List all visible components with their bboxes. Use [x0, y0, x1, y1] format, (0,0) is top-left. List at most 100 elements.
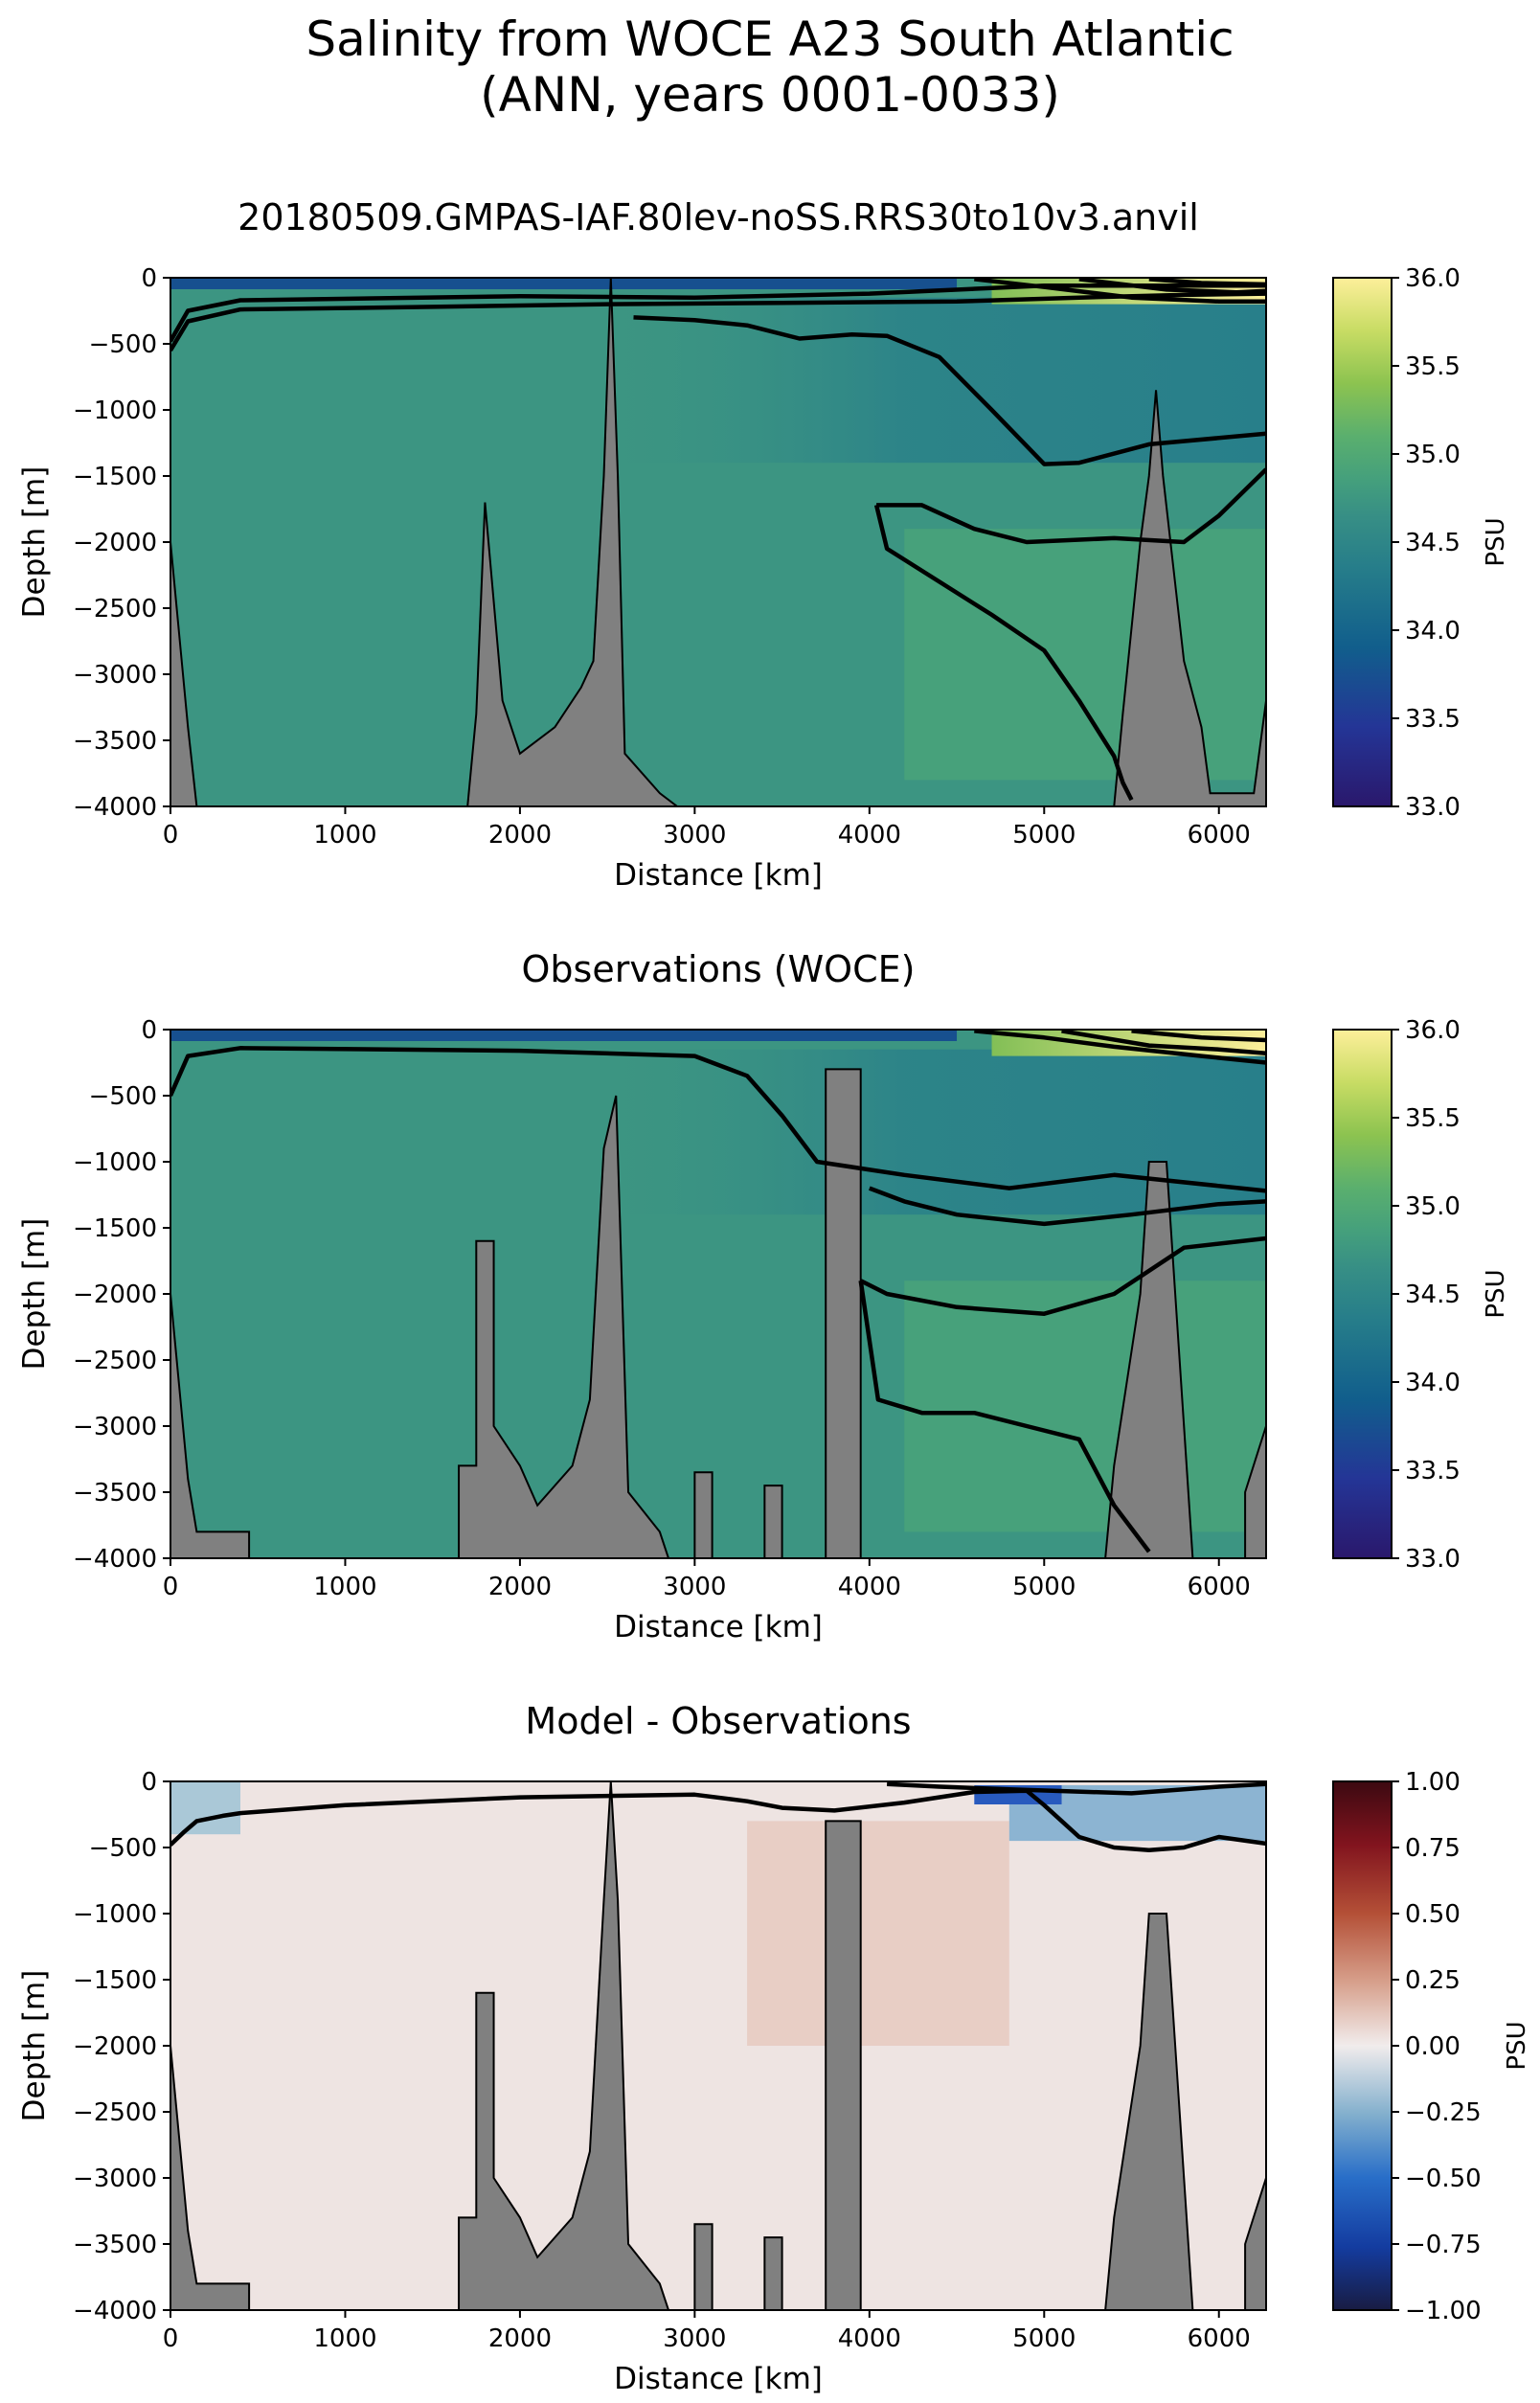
y-tick-label: −1000	[73, 1900, 157, 1929]
x-tick-label: 2000	[488, 821, 552, 850]
bathymetry-land	[170, 1781, 1266, 2310]
contour-line	[170, 1046, 1266, 1193]
contour-line	[873, 504, 1134, 802]
y-tick-label: −3000	[73, 2165, 157, 2193]
contour-line	[858, 1280, 1151, 1553]
salinity-field	[170, 278, 1266, 806]
x-tick-label: 6000	[1188, 2324, 1251, 2353]
contour-line	[974, 278, 1266, 305]
colorbar-tick-label: −0.50	[1405, 2165, 1482, 2193]
y-tick-label: −2500	[73, 1347, 157, 1375]
y-tick-label: −2000	[73, 2032, 157, 2061]
contour-line	[859, 1236, 1266, 1316]
colorbar-tick-label: 35.0	[1405, 1192, 1461, 1221]
x-axis-label: Distance [km]	[614, 858, 823, 893]
x-tick-label: 0	[163, 2324, 179, 2353]
x-axis-label: Distance [km]	[614, 2362, 823, 2396]
colorbar-tick-label: 35.5	[1405, 352, 1461, 381]
salinity-field	[170, 1781, 1266, 2310]
deep-salty-water	[904, 529, 1266, 781]
x-tick-label: 4000	[838, 2324, 901, 2353]
x-tick-label: 3000	[663, 1573, 726, 1601]
x-tick-label: 0	[163, 821, 179, 850]
contour-line	[1131, 1030, 1266, 1043]
colorbar-tick-label: −0.75	[1405, 2231, 1482, 2259]
x-tick-label: 5000	[1012, 2324, 1076, 2353]
x-tick-label: 1000	[313, 2324, 376, 2353]
y-tick-label: −2500	[73, 2098, 157, 2127]
panel-title: Model - Observations	[525, 1700, 911, 1742]
x-tick-label: 4000	[838, 1573, 901, 1601]
negative-bias-west	[170, 1781, 240, 1835]
colorbar-tick-label: 34.5	[1405, 529, 1461, 557]
deep-salty-water	[904, 1281, 1266, 1532]
colorbar-tick-label: 36.0	[1405, 264, 1461, 293]
colorbar-tick-label: 33.5	[1405, 1457, 1461, 1485]
contour-line	[170, 283, 1266, 343]
y-tick-label: −500	[89, 1834, 157, 1863]
x-tick-label: 1000	[313, 821, 376, 850]
figure-title-line1: Salinity from WOCE A23 South Atlantic	[306, 11, 1234, 67]
figure-title-line2: (ANN, years 0001-0033)	[480, 67, 1060, 123]
colorbar-tick-label: −0.25	[1405, 2098, 1482, 2127]
x-tick-label: 5000	[1012, 821, 1076, 850]
y-axis-label: Depth [m]	[17, 466, 52, 619]
contour-line	[1148, 278, 1266, 287]
y-tick-label: −4000	[73, 1545, 157, 1574]
y-tick-label: −3500	[73, 727, 157, 756]
bathymetry-land	[170, 278, 1266, 806]
y-tick-label: −3500	[73, 2231, 157, 2259]
colorbar	[1332, 1780, 1393, 2311]
contour-line	[1061, 1030, 1266, 1056]
panel-title: Observations (WOCE)	[522, 948, 916, 990]
bathymetry-land	[170, 1068, 1266, 1558]
contour-line	[170, 1788, 1266, 1853]
colorbar-tick-label: 0.00	[1405, 2032, 1461, 2061]
colorbar-tick-label: 1.00	[1405, 1768, 1461, 1797]
colorbar-label: PSU	[1482, 1269, 1510, 1318]
colorbar-tick-label: 0.75	[1405, 1834, 1461, 1863]
colorbar	[1332, 1029, 1393, 1559]
colorbar-tick-label: 34.0	[1405, 617, 1461, 646]
y-tick-label: −3000	[73, 661, 157, 690]
x-tick-label: 6000	[1188, 1573, 1251, 1601]
x-tick-label: 1000	[313, 1573, 376, 1601]
contour-line	[974, 1030, 1266, 1065]
x-tick-label: 2000	[488, 2324, 552, 2353]
y-tick-label: −4000	[73, 2297, 157, 2325]
colorbar-tick-label: 35.0	[1405, 441, 1461, 469]
colorbar-tick-label: 35.5	[1405, 1104, 1461, 1133]
y-tick-label: −1000	[73, 397, 157, 425]
y-tick-label: 0	[141, 1768, 157, 1797]
y-tick-label: −3500	[73, 1479, 157, 1508]
x-tick-label: 0	[163, 1573, 179, 1601]
contour-line	[633, 315, 1266, 466]
x-tick-label: 4000	[838, 821, 901, 850]
colorbar-tick-label: 0.50	[1405, 1900, 1461, 1929]
chart-panel-3: Model - Observations 0 1000 2000 3000 4000 500…	[17, 1700, 1531, 2396]
colorbar-tick-label: −1.00	[1405, 2297, 1482, 2325]
colorbar-label: PSU	[1482, 517, 1510, 566]
fresh-surface	[170, 1030, 958, 1041]
colorbar-tick-label: 0.25	[1405, 1966, 1461, 1995]
y-tick-label: −500	[89, 330, 157, 359]
colorbar-label: PSU	[1503, 2021, 1531, 2070]
y-tick-label: 0	[141, 264, 157, 293]
y-tick-label: −500	[89, 1082, 157, 1111]
colorbar-tick-label: 33.0	[1405, 793, 1461, 822]
y-tick-label: −4000	[73, 793, 157, 822]
contour-line	[869, 1186, 1266, 1227]
y-tick-label: −1500	[73, 463, 157, 491]
y-tick-label: −1500	[73, 1966, 157, 1995]
y-tick-label: −3000	[73, 1413, 157, 1441]
contour-line	[876, 467, 1266, 545]
colorbar-tick-label: 33.0	[1405, 1545, 1461, 1574]
y-tick-label: −2000	[73, 529, 157, 557]
x-tick-label: 5000	[1012, 1573, 1076, 1601]
contour-line	[1078, 278, 1266, 295]
colorbar-tick-label: 34.5	[1405, 1281, 1461, 1309]
x-tick-label: 3000	[663, 2324, 726, 2353]
positive-bias	[747, 1821, 1009, 2046]
x-axis-label: Distance [km]	[614, 1610, 823, 1644]
